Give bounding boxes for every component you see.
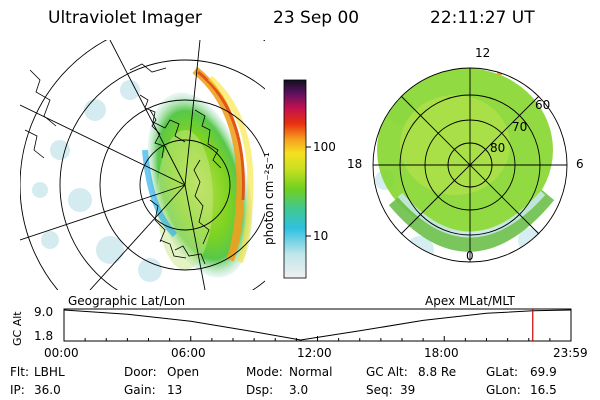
info-flt-value: LBHL [34, 365, 65, 379]
mlat-label-60: 60 [535, 98, 551, 112]
info-ip-value: 36.0 [34, 383, 61, 397]
info-glon-value: 16.5 [530, 383, 557, 397]
info-mode-value: Normal [289, 365, 333, 379]
info-gain-key: Gain: [124, 383, 156, 397]
mlt-label-0: 0 [466, 249, 474, 263]
time-label: 22:11:27 UT [430, 8, 535, 28]
info-flt-key: Flt: [10, 365, 29, 379]
alt-ylabel: GC Alt [11, 311, 24, 346]
alt-xtick-0600: 06:00 [171, 346, 206, 360]
colorbar-tick-10: 10 [313, 229, 329, 243]
instrument-title: Ultraviolet Imager [48, 8, 202, 28]
info-gcalt-value: 8.8 Re [418, 365, 457, 379]
mlt-label-6: 6 [576, 157, 584, 171]
info-mode-key: Mode: [246, 365, 283, 379]
mlat-label-80: 80 [490, 141, 506, 155]
alt-ytick-9: 9.0 [34, 305, 54, 319]
info-door-value: Open [167, 365, 200, 379]
alt-xtick-2359: 23:59 [553, 346, 588, 360]
mlt-label-12: 12 [475, 46, 491, 60]
date-label: 23 Sep 00 [273, 8, 360, 28]
mlt-label-18: 18 [347, 157, 363, 171]
info-dsp-value: 3.0 [289, 383, 309, 397]
geo-background-noise [32, 80, 162, 282]
alt-xtick-1200: 12:00 [297, 346, 332, 360]
polar-auroral-band [388, 189, 555, 252]
info-seq-key: Seq: [366, 383, 393, 397]
geo-coastlines [24, 63, 222, 265]
polar-panel-caption: Apex MLat/MLT [425, 294, 515, 308]
info-dsp-key: Dsp: [246, 383, 274, 397]
info-glat-key: GLat: [486, 365, 519, 379]
alt-xtick-0000: 00:00 [44, 346, 79, 360]
alt-xtick-1800: 18:00 [424, 346, 459, 360]
geo-panel-caption: Geographic Lat/Lon [68, 294, 186, 308]
info-glon-key: GLon: [486, 383, 521, 397]
info-glat-value: 69.9 [530, 365, 557, 379]
colorbar-tick-100: 100 [313, 140, 336, 154]
info-gcalt-key: GC Alt: [366, 365, 408, 379]
alt-ytick-1-8: 1.8 [34, 329, 54, 343]
altitude-curve [63, 309, 572, 341]
mlat-label-70: 70 [512, 120, 528, 134]
info-door-key: Door: [124, 365, 157, 379]
info-seq-value: 39 [400, 383, 416, 397]
info-gain-value: 13 [167, 383, 183, 397]
info-ip-key: IP: [10, 383, 25, 397]
